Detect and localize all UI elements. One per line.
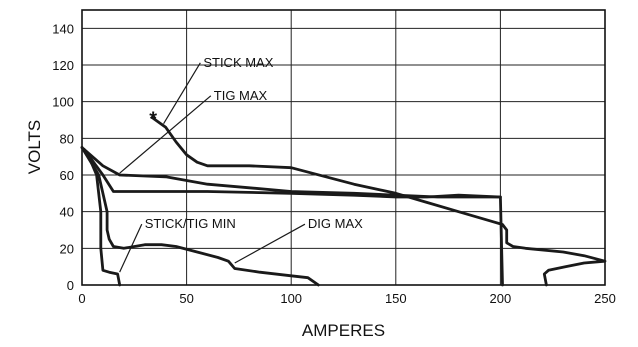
annotation-stick-tig-min: STICK/TIG MIN [145,216,236,231]
annotation-dig-max: DIG MAX [308,216,363,231]
x-tick-label: 50 [179,291,193,306]
grid-lines [82,10,605,285]
leader-line-dig-max [234,223,306,264]
annotation-stick-max: STICK MAX [203,55,273,70]
curves [80,116,607,287]
leader-line-tig-max [119,95,212,174]
leader-line-stick-max [163,62,201,124]
x-tick-label: 200 [490,291,512,306]
axis-ticks: 0 50 100 150 200 250 0 20 40 60 80 100 120 140 [52,21,616,306]
x-tick-label: 0 [78,291,85,306]
y-tick-label: 80 [60,131,74,146]
x-tick-label: 100 [280,291,302,306]
y-tick-label: 120 [52,58,74,73]
series-line-stick-max [151,116,607,287]
y-tick-label: 100 [52,95,74,110]
y-axis-title: VOLTS [25,120,44,174]
y-tick-label: 20 [60,241,74,256]
annotation-tig-max: TIG MAX [214,88,268,103]
series-line-dig-max [80,146,122,287]
x-tick-label: 150 [385,291,407,306]
y-tick-label: 0 [67,278,74,293]
series-line-stick-tig-min [80,146,320,287]
x-tick-label: 250 [594,291,616,306]
x-axis-title: AMPERES [302,321,385,340]
stick-max-marker: * [149,108,157,130]
y-tick-label: 40 [60,205,74,220]
y-tick-label: 140 [52,21,74,36]
labels: * STICK MAX TIG MAX STICK/TIG MIN DIG MAX [145,55,363,231]
annotation-leaders [119,62,306,273]
y-tick-label: 60 [60,168,74,183]
series-line-stick-weld-hot [82,147,502,199]
leader-line-stick-tig-min [119,223,143,273]
